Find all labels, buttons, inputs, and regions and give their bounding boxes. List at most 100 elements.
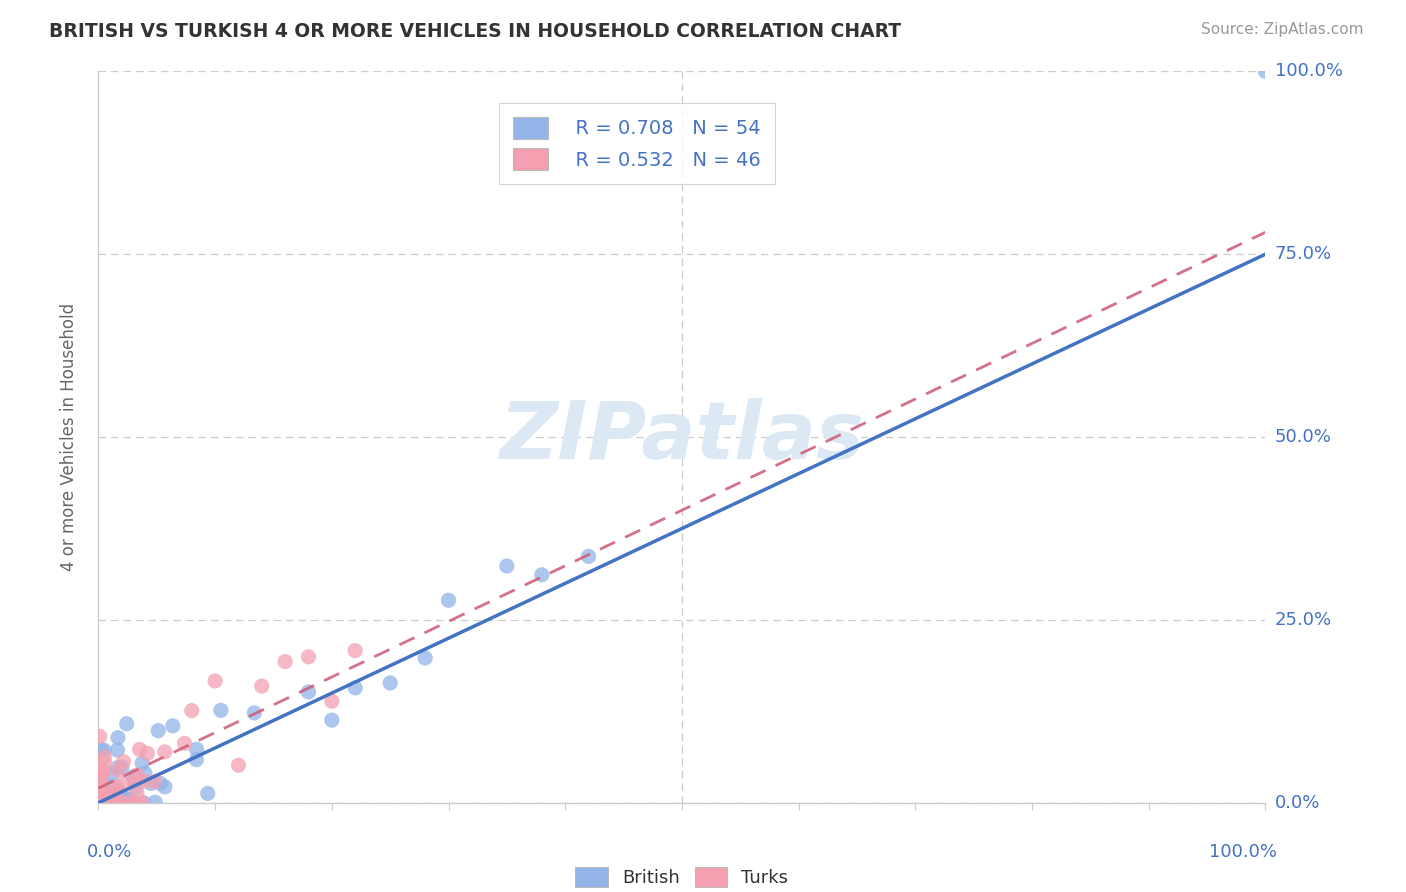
Point	[112, 789, 135, 804]
Point	[101, 786, 124, 800]
Point	[107, 743, 129, 757]
Y-axis label: 4 or more Vehicles in Household: 4 or more Vehicles in Household	[59, 303, 77, 571]
Point	[115, 796, 138, 810]
Point	[128, 742, 150, 756]
Point	[93, 743, 115, 757]
Point	[89, 780, 111, 795]
Point	[97, 795, 120, 809]
Text: Source: ZipAtlas.com: Source: ZipAtlas.com	[1201, 22, 1364, 37]
Point	[89, 760, 111, 774]
Text: 25.0%: 25.0%	[1275, 611, 1331, 629]
Point	[186, 742, 208, 756]
Point	[89, 774, 111, 789]
Point	[100, 768, 122, 782]
Point	[93, 750, 115, 764]
Point	[112, 755, 135, 769]
Point	[162, 719, 184, 733]
Point	[94, 796, 117, 810]
Point	[90, 742, 112, 756]
Point	[90, 781, 112, 796]
Point	[93, 764, 115, 779]
Point	[107, 731, 129, 745]
Point	[250, 679, 273, 693]
Point	[132, 796, 155, 810]
Point	[134, 766, 156, 780]
Point	[180, 704, 202, 718]
Point	[143, 774, 166, 789]
Point	[114, 791, 136, 805]
Legend: British, Turks: British, Turks	[568, 859, 796, 892]
Point	[139, 776, 162, 790]
Point	[297, 649, 319, 664]
Point	[115, 796, 138, 810]
Point	[530, 567, 553, 582]
Point	[105, 784, 128, 798]
Point	[321, 694, 343, 708]
Point	[380, 676, 402, 690]
Point	[107, 763, 129, 777]
Point	[136, 747, 159, 761]
Point	[243, 706, 266, 720]
Point	[105, 780, 128, 795]
Point	[101, 790, 124, 805]
Point	[496, 559, 519, 574]
Point	[1254, 64, 1277, 78]
Point	[118, 796, 141, 810]
Point	[90, 769, 112, 783]
Point	[94, 796, 117, 810]
Point	[132, 774, 155, 789]
Point	[91, 796, 114, 810]
Point	[100, 779, 122, 793]
Text: 100.0%: 100.0%	[1275, 62, 1343, 80]
Point	[105, 796, 128, 810]
Point	[111, 793, 134, 807]
Point	[297, 685, 319, 699]
Point	[143, 795, 166, 809]
Point	[437, 593, 460, 607]
Point	[578, 549, 600, 564]
Text: 0.0%: 0.0%	[87, 843, 132, 861]
Point	[89, 780, 111, 794]
Point	[117, 796, 139, 810]
Point	[124, 796, 146, 810]
Point	[105, 796, 128, 810]
Point	[125, 768, 148, 782]
Point	[115, 716, 138, 731]
Point	[209, 703, 232, 717]
Point	[122, 774, 145, 789]
Point	[173, 736, 195, 750]
Text: 50.0%: 50.0%	[1275, 428, 1331, 446]
Point	[120, 796, 142, 810]
Point	[91, 796, 114, 810]
Point	[122, 770, 145, 784]
Point	[131, 756, 153, 770]
Point	[148, 723, 170, 738]
Point	[118, 793, 141, 807]
Point	[93, 756, 115, 770]
Point	[100, 788, 122, 802]
Point	[90, 796, 112, 810]
Point	[112, 796, 135, 810]
Point	[125, 787, 148, 801]
Point	[90, 788, 112, 802]
Point	[197, 786, 219, 800]
Point	[111, 760, 134, 774]
Point	[186, 753, 208, 767]
Point	[105, 761, 128, 775]
Point	[91, 796, 114, 810]
Point	[344, 643, 367, 657]
Point	[153, 780, 176, 794]
Point	[274, 655, 297, 669]
Point	[103, 795, 125, 809]
Point	[204, 673, 226, 688]
Point	[413, 651, 436, 665]
Point	[89, 730, 111, 744]
Text: 100.0%: 100.0%	[1209, 843, 1277, 861]
Point	[105, 783, 128, 797]
Point	[344, 681, 367, 695]
Point	[97, 796, 120, 810]
Text: 75.0%: 75.0%	[1275, 245, 1331, 263]
Text: 0.0%: 0.0%	[1275, 794, 1320, 812]
Text: BRITISH VS TURKISH 4 OR MORE VEHICLES IN HOUSEHOLD CORRELATION CHART: BRITISH VS TURKISH 4 OR MORE VEHICLES IN…	[49, 22, 901, 41]
Point	[149, 776, 172, 790]
